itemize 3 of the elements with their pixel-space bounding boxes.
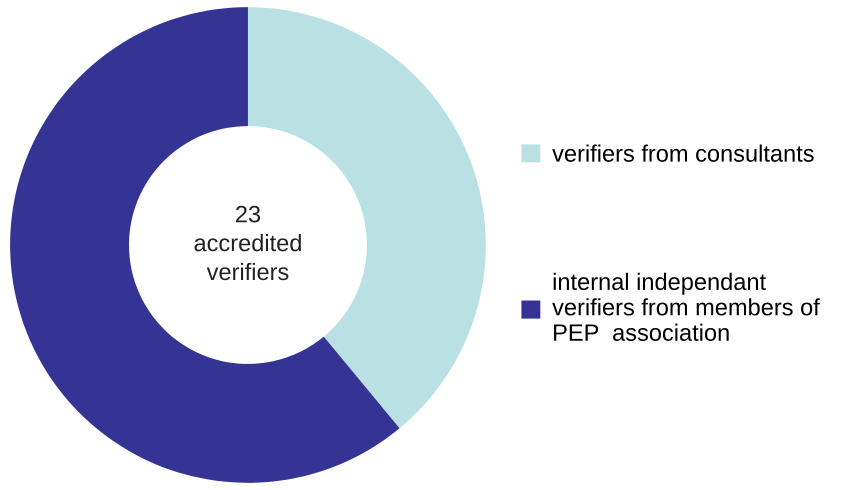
legend-label: verifiers from consultants: [552, 144, 814, 162]
text: 23 accredited verifiers: [194, 206, 301, 280]
legend-label: internal independant verifiers from members of PEP association: [552, 272, 820, 341]
